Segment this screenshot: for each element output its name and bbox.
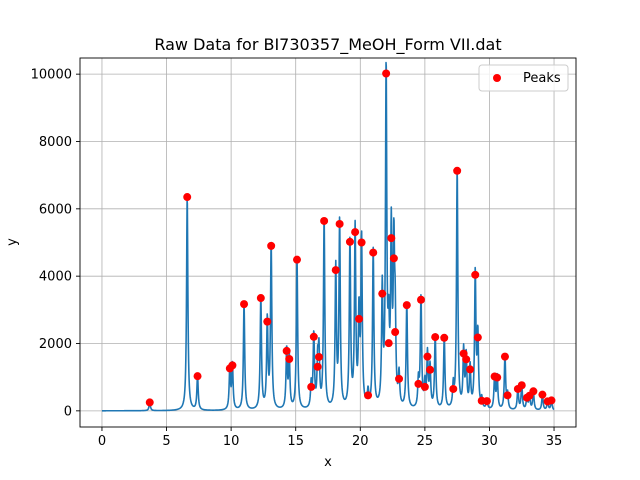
x-axis-label: x	[324, 455, 332, 470]
peak-point	[320, 216, 329, 225]
y-tick-label: 0	[64, 404, 72, 419]
peak-point	[331, 266, 340, 275]
y-tick-label: 2000	[39, 337, 72, 352]
peak-point	[193, 372, 202, 381]
x-tick-label: 25	[417, 434, 434, 449]
peak-point	[285, 354, 294, 363]
data-line	[101, 61, 555, 412]
peak-point	[538, 390, 547, 399]
peak-point	[402, 301, 411, 310]
peak-point	[355, 314, 363, 323]
peak-point	[351, 228, 360, 237]
peak-point	[453, 166, 462, 175]
peak-point	[293, 255, 301, 264]
peak-point	[493, 373, 502, 382]
peak-point	[240, 300, 249, 309]
peak-point	[345, 237, 354, 246]
x-tick-label: 20	[352, 434, 369, 449]
peak-point	[282, 346, 291, 355]
y-tick-label: 10000	[31, 68, 72, 83]
plot-area: 0 5 10 15 20 25 30 35 0 2000 4000 6000 8000 10000	[31, 57, 577, 449]
peak-point	[473, 333, 482, 342]
peak-point	[335, 219, 344, 228]
peak-point	[431, 333, 440, 342]
peak-point	[357, 238, 366, 247]
legend: Peaks	[478, 64, 569, 92]
peak-point	[378, 289, 387, 298]
peak-point	[382, 69, 391, 78]
peak-point	[364, 391, 373, 400]
axes-frame	[79, 57, 577, 428]
x-tick-label: 35	[546, 434, 563, 449]
peak-point	[307, 382, 316, 391]
peak-point	[313, 362, 322, 371]
peak-point	[529, 387, 538, 396]
peak-point	[423, 352, 432, 361]
peak-point	[256, 294, 265, 303]
peak-point	[414, 379, 423, 388]
peak-point	[417, 295, 425, 304]
peak-point	[309, 332, 318, 341]
peak-point	[145, 398, 154, 407]
peak-point	[267, 241, 276, 250]
legend-box	[478, 64, 569, 92]
peak-point	[391, 328, 400, 337]
peak-point	[547, 396, 556, 405]
peak-point	[183, 193, 192, 202]
peak-point	[500, 352, 509, 361]
legend-marker-peaks	[493, 74, 501, 82]
peak-point	[462, 355, 471, 364]
x-tick-label: 30	[481, 434, 498, 449]
peak-point	[503, 391, 512, 400]
peak-point	[395, 374, 404, 383]
peak-point	[440, 333, 449, 342]
y-tick-label: 6000	[39, 202, 72, 217]
x-tick-label: 0	[98, 434, 106, 449]
x-tick-label: 10	[223, 434, 240, 449]
peak-point	[384, 339, 393, 348]
peak-point	[387, 234, 396, 243]
peak-point	[426, 365, 435, 374]
x-tick-label: 15	[287, 434, 304, 449]
legend-label-peaks: Peaks	[523, 71, 561, 86]
peak-point	[517, 381, 526, 390]
peak-point	[482, 397, 491, 406]
peak-point	[314, 352, 323, 361]
y-axis-label: y	[5, 238, 20, 246]
y-tick-label: 8000	[39, 135, 72, 150]
peak-point	[263, 317, 272, 326]
peak-point	[449, 384, 458, 393]
peak-point	[369, 248, 378, 257]
peak-point	[228, 361, 237, 370]
peak-point	[389, 254, 398, 263]
peak-point	[466, 365, 475, 374]
peak-point	[471, 270, 480, 279]
y-tick-label: 4000	[39, 270, 72, 285]
chart-title: Raw Data for BI730357_MeOH_Form VII.dat	[154, 35, 501, 55]
x-tick-label: 5	[162, 434, 170, 449]
peak-point	[420, 382, 429, 391]
